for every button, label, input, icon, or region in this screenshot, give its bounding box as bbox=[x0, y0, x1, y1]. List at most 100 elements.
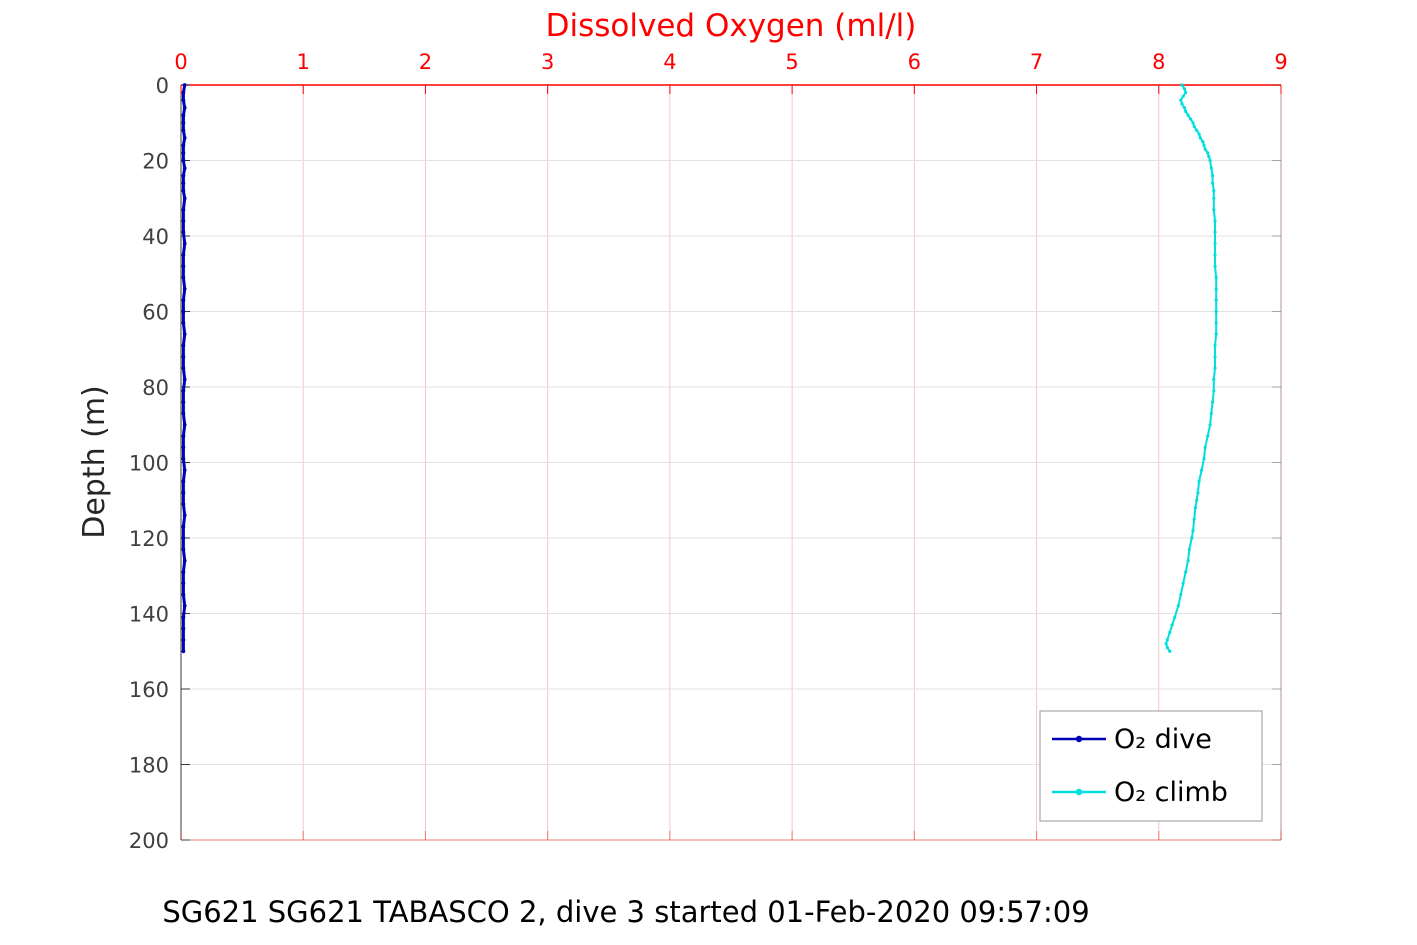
data-point-climb bbox=[1198, 136, 1202, 140]
data-point-dive bbox=[181, 400, 186, 404]
legend-label-dive: O₂ dive bbox=[1114, 724, 1212, 755]
data-point-climb bbox=[1213, 355, 1217, 359]
legend-marker-dive-icon bbox=[1075, 735, 1083, 743]
data-point-dive bbox=[181, 626, 186, 631]
data-point-climb bbox=[1182, 87, 1186, 91]
data-point-climb bbox=[1180, 102, 1184, 106]
legend-marker-climb-icon bbox=[1075, 788, 1083, 796]
data-point-dive bbox=[181, 275, 186, 280]
data-point-climb bbox=[1208, 423, 1212, 427]
data-point-dive bbox=[181, 524, 186, 529]
data-point-climb bbox=[1202, 143, 1206, 147]
data-point-dive bbox=[182, 422, 187, 427]
y-tick-label: 20 bbox=[142, 150, 169, 174]
data-point-climb bbox=[1211, 400, 1215, 404]
data-point-dive bbox=[182, 136, 187, 140]
data-point-dive bbox=[181, 479, 186, 484]
data-point-climb bbox=[1206, 434, 1210, 438]
y-tick-label: 160 bbox=[129, 678, 169, 702]
legend-entry-climb: O₂ climb bbox=[1052, 777, 1228, 808]
data-point-dive bbox=[181, 445, 186, 450]
data-point-climb bbox=[1214, 275, 1218, 280]
data-point-dive bbox=[181, 388, 186, 393]
data-point-climb bbox=[1201, 140, 1205, 144]
data-point-climb bbox=[1180, 83, 1184, 87]
y-tick-label: 40 bbox=[142, 225, 169, 249]
x-tick-label: 9 bbox=[1274, 50, 1287, 74]
data-point-climb bbox=[1196, 491, 1200, 495]
data-point-dive bbox=[181, 151, 186, 155]
data-point-climb bbox=[1184, 109, 1188, 113]
data-point-climb bbox=[1181, 581, 1185, 585]
data-point-dive bbox=[181, 207, 186, 212]
x-tick-label: 8 bbox=[1152, 50, 1165, 74]
data-point-climb bbox=[1195, 128, 1199, 132]
data-point-dive bbox=[181, 98, 186, 102]
y-tick-label: 100 bbox=[129, 452, 169, 476]
data-point-dive bbox=[181, 188, 186, 193]
data-point-dive bbox=[181, 343, 186, 348]
data-point-dive bbox=[181, 592, 186, 597]
legend: O₂ dive O₂ climb bbox=[1039, 710, 1263, 822]
data-point-dive bbox=[181, 90, 186, 95]
data-point-climb bbox=[1176, 604, 1180, 608]
data-point-climb bbox=[1165, 645, 1169, 650]
data-point-climb bbox=[1179, 98, 1183, 102]
data-point-climb bbox=[1213, 366, 1217, 370]
data-point-climb bbox=[1197, 479, 1201, 483]
data-point-dive bbox=[182, 558, 187, 563]
figure-caption: SG621 SG621 TABASCO 2, dive 3 started 01… bbox=[162, 895, 1089, 929]
data-point-climb bbox=[1202, 457, 1206, 461]
data-point-climb bbox=[1165, 638, 1169, 642]
data-point-climb bbox=[1212, 377, 1216, 381]
data-point-dive bbox=[182, 105, 187, 110]
data-point-climb bbox=[1214, 287, 1218, 291]
y-tick-label: 80 bbox=[142, 376, 169, 400]
data-point-dive bbox=[181, 158, 186, 163]
data-point-climb bbox=[1213, 264, 1217, 268]
data-point-climb bbox=[1184, 90, 1188, 95]
data-point-climb bbox=[1193, 506, 1197, 510]
y-tick-label: 60 bbox=[142, 301, 169, 325]
data-point-dive bbox=[181, 320, 186, 325]
data-point-dive bbox=[181, 120, 186, 125]
data-point-dive bbox=[181, 490, 186, 495]
data-point-climb bbox=[1186, 113, 1190, 117]
data-point-dive bbox=[181, 638, 186, 642]
data-point-climb bbox=[1189, 117, 1193, 121]
data-point-climb bbox=[1214, 309, 1218, 314]
data-point-climb bbox=[1203, 147, 1207, 151]
data-point-dive bbox=[181, 354, 186, 359]
data-point-climb bbox=[1203, 445, 1207, 449]
data-point-dive bbox=[181, 581, 186, 586]
data-point-climb bbox=[1207, 155, 1211, 159]
data-point-dive bbox=[181, 366, 186, 370]
legend-box bbox=[1039, 710, 1263, 822]
data-point-climb bbox=[1191, 121, 1195, 125]
data-point-dive bbox=[182, 83, 187, 87]
data-point-dive bbox=[181, 547, 186, 552]
data-point-climb bbox=[1190, 536, 1194, 540]
data-point-climb bbox=[1213, 230, 1217, 234]
data-point-dive bbox=[181, 502, 186, 506]
data-point-climb bbox=[1186, 559, 1190, 563]
data-point-dive bbox=[181, 230, 186, 235]
data-point-dive bbox=[182, 166, 187, 171]
data-point-climb bbox=[1170, 623, 1174, 627]
data-point-climb bbox=[1213, 343, 1217, 348]
data-point-climb bbox=[1187, 547, 1191, 551]
data-point-dive bbox=[181, 649, 186, 654]
data-point-climb bbox=[1191, 528, 1195, 533]
legend-label-climb: O₂ climb bbox=[1114, 777, 1228, 808]
chart-title: Dissolved Oxygen (ml/l) bbox=[546, 8, 917, 44]
y-tick-label: 180 bbox=[129, 754, 169, 778]
data-point-climb bbox=[1206, 151, 1210, 155]
data-point-climb bbox=[1197, 132, 1201, 136]
data-point-climb bbox=[1213, 253, 1217, 257]
data-point-climb bbox=[1182, 106, 1186, 110]
x-tick-label: 0 bbox=[174, 50, 187, 74]
x-tick-label: 5 bbox=[785, 50, 798, 74]
y-axis-label: Depth (m) bbox=[77, 385, 112, 539]
data-point-climb bbox=[1211, 174, 1215, 178]
